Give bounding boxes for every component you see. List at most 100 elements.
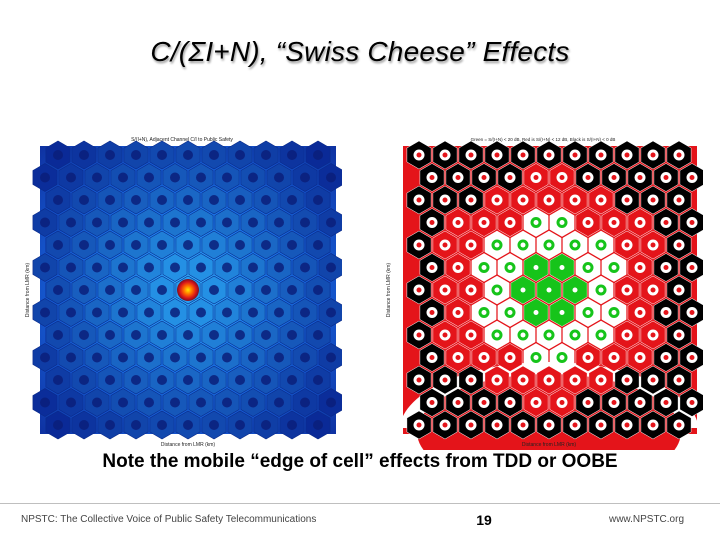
right-cell-center [611, 355, 617, 360]
left-heatmap: S/(I+N), Adjacent Channel C/I to Public … [25, 137, 342, 448]
left-cell-center [326, 217, 336, 228]
right-cell-center [624, 152, 630, 158]
right-cell-center [676, 242, 682, 248]
left-cell-center [300, 307, 310, 318]
left-cell-center [79, 285, 89, 295]
right-cell-center [598, 422, 604, 428]
left-cell-center [157, 285, 167, 295]
right-cell-center [676, 377, 682, 383]
left-cell-center [92, 307, 102, 318]
left-cell-center [79, 330, 89, 340]
right-cell-center [611, 310, 617, 315]
left-cell-center [170, 217, 180, 228]
left-cell-center [326, 352, 336, 363]
left-cell-center [40, 262, 50, 273]
right-cell-center [598, 242, 604, 248]
right-cell-center [572, 152, 578, 158]
right-cell-center [520, 242, 526, 248]
left-plot-ylabel: Distance from LMR (km) [25, 263, 31, 318]
right-cell-center [637, 310, 643, 315]
right-cell-center [546, 242, 552, 248]
right-cell-center [494, 377, 500, 383]
left-cell-center [131, 195, 141, 205]
left-cell-center [313, 375, 323, 385]
left-cell-center [261, 375, 271, 385]
right-cell-center [468, 242, 474, 248]
left-cell-center [287, 375, 297, 385]
right-cell-center [559, 355, 565, 360]
right-cell-center [533, 175, 539, 180]
left-cell-center [105, 150, 115, 160]
left-cell-center [313, 150, 323, 160]
left-cell-center [144, 307, 154, 318]
right-cell-center [572, 287, 578, 293]
right-cell-center [572, 242, 578, 248]
right-cell-center [442, 197, 448, 203]
right-cell-center [676, 287, 682, 293]
left-cell-center [183, 330, 193, 340]
right-cell-center [468, 332, 474, 338]
right-cell-center [650, 287, 656, 293]
right-cell-center [689, 355, 695, 360]
right-cell-center [507, 220, 513, 225]
left-cell-center [131, 285, 141, 295]
left-heatmap-figure: S/(I+N), Adjacent Channel C/I to Public … [22, 132, 342, 450]
left-cell-center [209, 420, 219, 430]
right-plot-xlabel: Distance from LMR (km) [522, 442, 577, 448]
right-cell-center [663, 310, 669, 315]
right-cell-center [546, 152, 552, 158]
right-cell-center [624, 422, 630, 428]
left-cell-center [209, 330, 219, 340]
left-cell-center [79, 420, 89, 430]
right-cell-center [507, 265, 513, 270]
left-cell-center [144, 217, 154, 228]
right-cell-center [507, 175, 513, 180]
left-cell-center [300, 172, 310, 183]
slide-title: C/(ΣI+N), “Swiss Cheese” Effects [150, 36, 570, 67]
left-cell-center [53, 420, 63, 430]
right-cell-center [416, 152, 422, 158]
left-cell-center [170, 352, 180, 363]
right-cell-center [689, 220, 695, 225]
left-cell-center [40, 307, 50, 318]
left-cell-center [261, 240, 271, 250]
right-cell-center [494, 152, 500, 158]
right-cell-center [520, 287, 526, 293]
right-cell-center [507, 310, 513, 315]
left-cell-center [248, 307, 258, 318]
left-cell-center [66, 217, 76, 228]
right-cell-center [455, 400, 461, 405]
right-cell-center [598, 332, 604, 338]
left-cell-center [157, 150, 167, 160]
right-cell-center [572, 197, 578, 203]
left-cell-center [157, 330, 167, 340]
right-cell-center [442, 422, 448, 428]
left-cell-center [209, 375, 219, 385]
right-cell-center [429, 265, 435, 270]
left-cell-center [248, 397, 258, 408]
left-cell-center [92, 397, 102, 408]
footer-website[interactable]: www.NPSTC.org [608, 514, 684, 525]
left-cell-center [183, 195, 193, 205]
left-cell-center [66, 172, 76, 183]
left-cell-center [183, 240, 193, 250]
right-cell-center [442, 242, 448, 248]
right-cell-center [689, 265, 695, 270]
right-cell-center [637, 265, 643, 270]
left-cell-center [105, 285, 115, 295]
right-cell-center [533, 355, 539, 360]
left-cell-center [196, 397, 206, 408]
page-number: 19 [476, 512, 492, 528]
right-cell-center [507, 355, 513, 360]
right-cell-center [468, 152, 474, 158]
left-cell-center [287, 150, 297, 160]
right-cell-center [520, 152, 526, 158]
left-cell-center [261, 150, 271, 160]
left-cell-center [261, 195, 271, 205]
right-cell-center [546, 197, 552, 203]
right-cell-center [598, 287, 604, 293]
footer-divider [0, 503, 720, 504]
right-plot-ylabel: Distance from LMR (km) [386, 263, 392, 318]
left-cell-center [248, 352, 258, 363]
right-cell-center [494, 422, 500, 428]
